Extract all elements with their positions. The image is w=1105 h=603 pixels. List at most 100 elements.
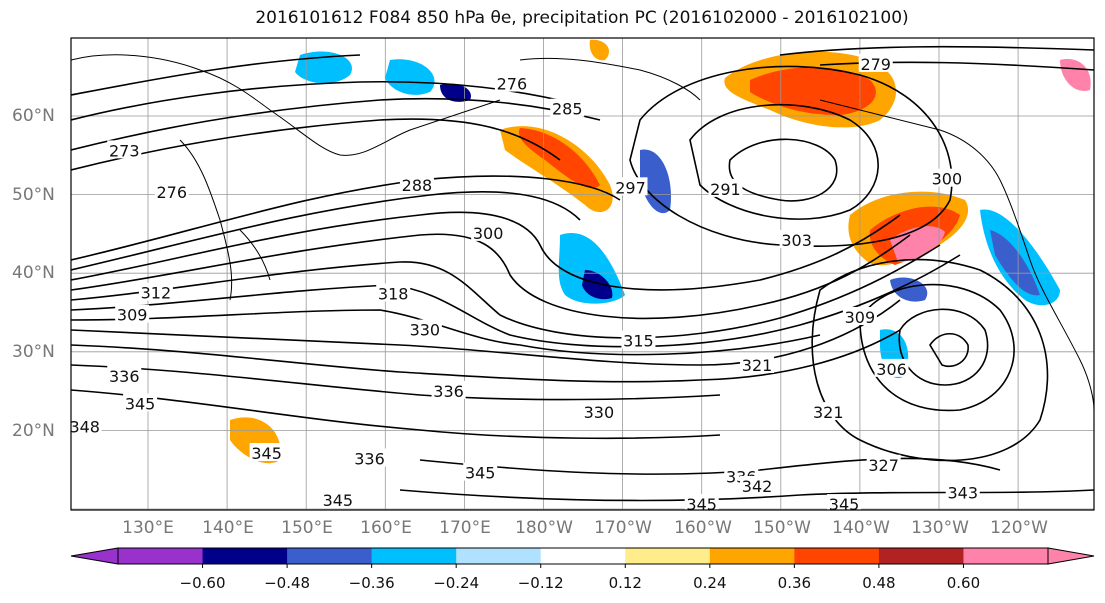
colorbar-extend-high [1047,547,1095,565]
contour-label: 297 [615,178,646,197]
lon-label-160e: 160°E [360,518,412,538]
lon-label-150e: 150°E [281,518,333,538]
contour-label: 312 [141,284,172,303]
contour-label-background [463,462,498,481]
contour-label: 303 [781,231,812,250]
theta-e-contours [71,45,1094,502]
contour-label-background [621,330,656,349]
lon-label-140e: 140°E [202,518,254,538]
contour-label-background [945,482,980,501]
contour-label-background [842,307,877,326]
colorbar-tick-label: −0.12 [517,574,564,592]
contour-label-background [708,178,743,197]
contour-label-background [107,365,142,384]
lat-label-40n: 40°N [12,263,55,283]
contour-label-background [320,490,355,509]
lat-label-30n: 30°N [12,342,55,362]
lat-label-50n: 50°N [12,185,55,205]
map-title: 2016101612 F084 850 hPa θe, precipitatio… [255,8,909,28]
contour-label: 345 [323,491,354,510]
lon-label-170w: 170°W [594,518,652,538]
contour-label-background [866,454,901,473]
contour-label-background [115,304,150,323]
contour-label-background [740,475,775,494]
contour-label-background [376,283,411,302]
lon-label-180w: 180°W [515,518,573,538]
contour-label-background [740,354,775,373]
contour-label-background [858,53,893,72]
colorbar [70,547,1095,568]
contour-label-background [352,448,387,467]
contour-label: 309 [117,306,148,325]
contour-label: 273 [109,141,140,160]
contour-label: 345 [125,394,156,413]
contour-label: 285 [552,100,583,119]
contour-label: 342 [742,477,773,496]
colorbar-segment [371,548,457,564]
contour-label-background [154,182,189,201]
contour-label-background [581,402,616,421]
contour-label: 306 [876,360,907,379]
colorbar-tick-label: −0.48 [264,574,311,592]
contour-label: 330 [584,403,615,422]
contour-label: 276 [497,75,528,94]
colorbar-tick-label: 0.48 [862,574,896,592]
colorbar-segment [709,548,795,564]
lat-label-60n: 60°N [12,106,55,126]
contour-labels: 279 276 285 273 276 288 297 291 300 303 300 318 312 3… [69,53,980,514]
contour-label-background [471,222,506,241]
contour-label: 327 [868,456,899,475]
contour-label-background [827,494,862,510]
contour-label: 330 [410,321,441,340]
colorbar-segment [456,548,542,564]
contour-label-background [811,402,846,421]
contour-label-background [494,73,529,92]
contour-label: 336 [433,382,464,401]
contour-label-background [431,380,466,399]
contour-label-background [407,319,442,338]
lon-label-130w: 130°W [911,518,969,538]
contour-label-background [123,393,158,412]
colorbar-segment [794,548,880,564]
colorbar-frame [117,547,1049,565]
contour-label: 348 [69,417,100,436]
lat-label-20n: 20°N [12,421,55,441]
contour-label-background [684,494,719,510]
contour-label: 345 [465,464,496,483]
colorbar-tick-label: −0.36 [348,574,395,592]
colorbar-tick-label: 0.36 [777,574,812,592]
colorbar-tick-label: 0.24 [693,574,727,592]
colorbar-tick-label: −0.60 [179,574,226,592]
contour-label: 300 [932,170,963,189]
lon-label-140w: 140°W [832,518,890,538]
colorbar-tick-label: 0.12 [608,574,642,592]
contour-label-background [874,358,909,377]
contour-label: 343 [947,483,978,502]
contour-label: 345 [686,495,717,514]
contour-label: 321 [742,356,773,375]
colorbar-segment [963,548,1049,564]
lon-label-170e: 170°E [439,518,491,538]
colorbar-segment [540,548,626,564]
contour-label-background [779,229,814,248]
lon-label-160w: 160°W [674,518,732,538]
colorbar-segment [287,548,373,564]
colorbar-tick-label: −0.24 [433,574,480,592]
contour-label: 279 [860,55,891,74]
contour-label: 309 [845,308,876,327]
coastlines [71,54,1094,411]
contour-label: 276 [156,183,187,202]
contour-label-background [107,140,142,159]
colorbar-tick-label: 0.60 [946,574,981,592]
contour-label: 291 [710,180,741,199]
colorbar-segment [202,548,288,564]
contour-label-background [399,174,434,193]
lon-label-130e: 130°E [122,518,174,538]
contour-label-background [929,168,964,187]
contour-label-background [550,98,585,117]
precipitation-shading [230,39,1091,464]
contour-label: 345 [829,495,860,514]
contour-label: 345 [251,444,282,463]
contour-label: 318 [378,284,409,303]
